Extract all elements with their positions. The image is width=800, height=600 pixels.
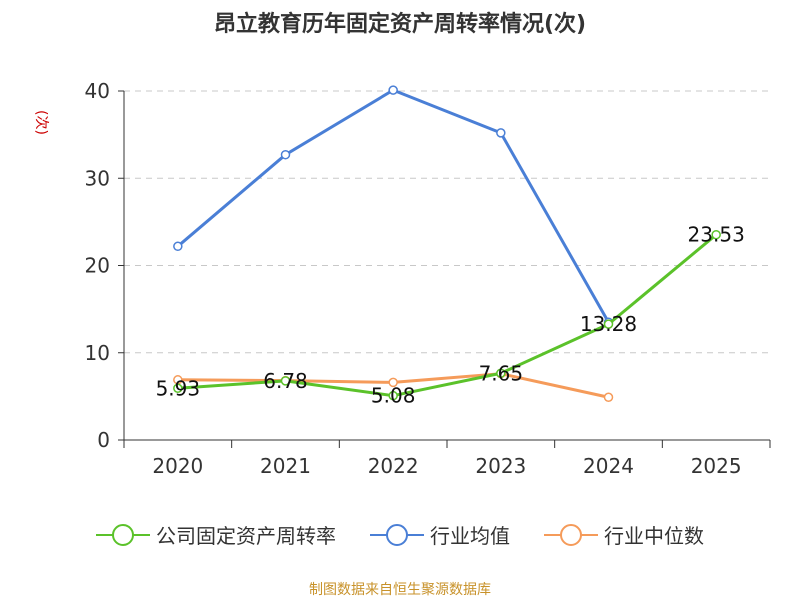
data-point-2 xyxy=(603,392,614,402)
series-lines xyxy=(173,85,721,402)
legend-label-industry-mean: 行业均值 xyxy=(430,524,510,548)
x-tick-label: 2022 xyxy=(368,454,419,478)
y-tick-label: 20 xyxy=(85,254,110,278)
series-line-0 xyxy=(177,233,718,398)
data-label: 13.28 xyxy=(580,312,637,336)
x-tick-label: 2023 xyxy=(475,454,526,478)
series-line-1 xyxy=(176,88,610,323)
data-label: 7.65 xyxy=(479,361,524,385)
legend-item-industry-median[interactable]: 行业中位数 xyxy=(544,520,704,549)
legend-item-company[interactable]: 公司固定资产周转率 xyxy=(96,520,336,549)
data-point-1 xyxy=(496,128,506,138)
x-tick-label: 2025 xyxy=(691,454,742,478)
source-note: 制图数据来自恒生聚源数据库 xyxy=(309,582,491,598)
data-point-0 xyxy=(496,368,506,379)
data-point-1 xyxy=(388,85,398,95)
legend-swatch-median-icon xyxy=(544,523,598,547)
x-tick-label: 2021 xyxy=(260,454,311,478)
data-label: 5.93 xyxy=(156,376,201,400)
data-labels: 5.93 6.78 5.08 7.65 13.28 23.53 xyxy=(156,223,745,408)
chart-title: 昂立教育历年固定资产周转率情况(次) xyxy=(213,12,587,37)
legend-swatch-company-icon xyxy=(96,523,150,547)
y-tick-label: 40 xyxy=(85,79,110,103)
x-tick-label: 2024 xyxy=(583,454,634,478)
y-tick-label: 30 xyxy=(85,166,110,190)
data-point-0 xyxy=(173,383,183,394)
data-label: 6.78 xyxy=(263,369,308,393)
data-point-0 xyxy=(711,229,721,240)
y-tick-label: 0 xyxy=(97,428,110,452)
legend: 公司固定资产周转率 行业均值 行业中位数 xyxy=(0,520,800,549)
legend-item-industry-mean[interactable]: 行业均值 xyxy=(370,520,510,549)
data-point-2 xyxy=(388,377,398,388)
x-tick-label: 2020 xyxy=(152,454,203,478)
grid-lines xyxy=(124,90,770,354)
data-point-1 xyxy=(173,241,183,252)
y-tick-label: 10 xyxy=(85,341,110,365)
legend-label-company: 公司固定资产周转率 xyxy=(156,524,336,548)
axes: 0 10 20 30 40 2020 2021 2022 2023 2024 2025 xyxy=(85,79,771,478)
data-point-0 xyxy=(603,319,614,329)
data-point-1 xyxy=(280,149,291,160)
legend-swatch-mean-icon xyxy=(370,523,424,547)
data-point-0 xyxy=(388,390,398,401)
data-point-0 xyxy=(280,376,291,386)
legend-label-industry-median: 行业中位数 xyxy=(604,524,704,548)
data-label: 23.53 xyxy=(688,223,745,247)
data-label: 5.08 xyxy=(371,384,416,408)
